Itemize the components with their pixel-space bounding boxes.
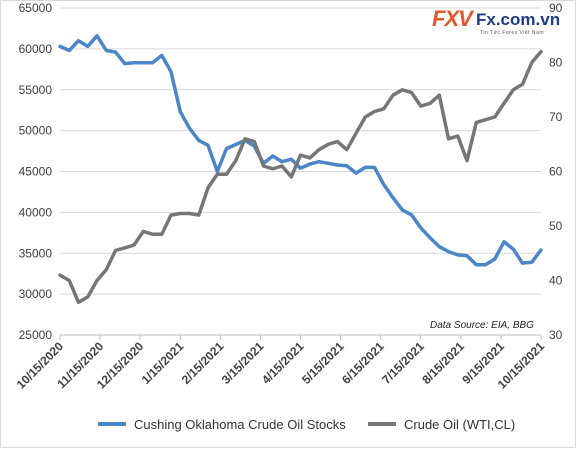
x-tick-label: 6/15/2021 xyxy=(339,339,387,387)
left-tick-label: 65000 xyxy=(19,1,53,15)
legend-label-oil: Crude Oil (WTI,CL) xyxy=(404,416,516,432)
brand-logo: FXV Fx.com.vn Tin Tức Forex Việt Nam xyxy=(432,6,572,40)
x-tick-label: 3/15/2021 xyxy=(219,339,267,387)
x-tick-label: 1/15/2021 xyxy=(139,339,187,387)
right-axis: 30 40 50 60 70 80 90 xyxy=(549,1,563,342)
legend-item-stocks: Cushing Oklahoma Crude Oil Stocks xyxy=(98,416,346,432)
series-line-cushing-stocks xyxy=(58,34,543,267)
left-tick-label: 55000 xyxy=(19,83,53,97)
left-tick-label: 45000 xyxy=(19,165,53,179)
x-tick-label: 7/15/2021 xyxy=(379,339,427,387)
legend-swatch-stocks xyxy=(98,422,126,426)
left-tick-label: 50000 xyxy=(19,124,53,138)
right-tick-label: 40 xyxy=(549,274,563,288)
logo-domain: Fx.com.vn xyxy=(476,10,561,29)
right-tick-label: 90 xyxy=(549,1,563,15)
right-tick-label: 60 xyxy=(549,165,563,179)
left-tick-label: 40000 xyxy=(19,205,53,219)
series-line-crude-oil xyxy=(58,49,543,305)
legend-item-oil: Crude Oil (WTI,CL) xyxy=(368,416,515,432)
x-tick-label: 4/15/2021 xyxy=(259,339,307,387)
right-tick-label: 70 xyxy=(549,110,563,124)
series-lines xyxy=(58,34,543,305)
left-axis: 25000 30000 35000 40000 45000 50000 55000 60000… xyxy=(19,1,53,342)
right-tick-label: 80 xyxy=(549,56,563,70)
left-tick-label: 35000 xyxy=(19,246,53,260)
right-tick-label: 30 xyxy=(549,328,563,342)
x-tick-label: 5/15/2021 xyxy=(299,339,347,387)
x-axis: 10/15/202011/15/202012/15/20201/15/20212… xyxy=(14,334,547,392)
legend-label-stocks: Cushing Oklahoma Crude Oil Stocks xyxy=(134,416,346,432)
chart-legend: Cushing Oklahoma Crude Oil Stocks Crude … xyxy=(0,412,578,436)
logo-mark: FXV xyxy=(432,6,473,31)
left-tick-label: 60000 xyxy=(19,42,53,56)
left-tick-label: 30000 xyxy=(19,287,53,301)
gridlines xyxy=(60,7,541,336)
x-tick-label: 8/15/2021 xyxy=(419,339,467,387)
right-tick-label: 50 xyxy=(549,219,563,233)
left-tick-label: 25000 xyxy=(19,328,53,342)
logo-tagline: Tin Tức Forex Việt Nam xyxy=(480,30,544,36)
x-tick-label: 2/15/2021 xyxy=(179,339,227,387)
data-source-note: Data Source: EIA, BBG xyxy=(430,320,534,331)
legend-swatch-oil xyxy=(368,422,396,426)
